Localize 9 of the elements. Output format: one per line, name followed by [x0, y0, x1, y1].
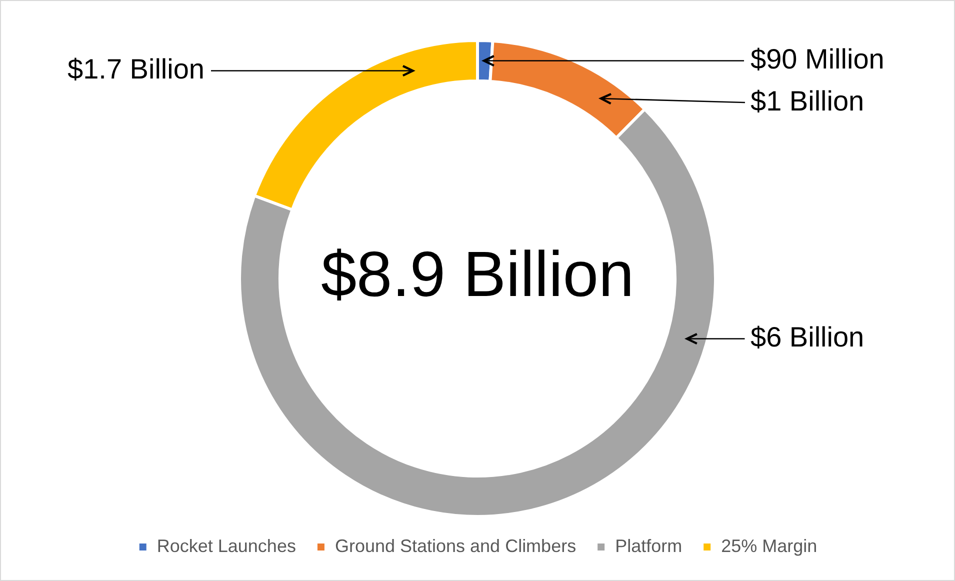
- text: $1.7 Billion: [68, 53, 204, 84]
- text: $90 Million: [750, 44, 884, 75]
- legend-label: Rocket Launches: [156, 536, 296, 556]
- text: $6 Billion: [750, 322, 864, 353]
- text: $1 Billion: [750, 86, 864, 117]
- text: $8.9 Billion: [320, 238, 634, 310]
- legend-label: Platform: [615, 536, 682, 556]
- legend-label: Ground Stations and Climbers: [334, 536, 576, 556]
- legend-label: 25% Margin: [721, 536, 818, 556]
